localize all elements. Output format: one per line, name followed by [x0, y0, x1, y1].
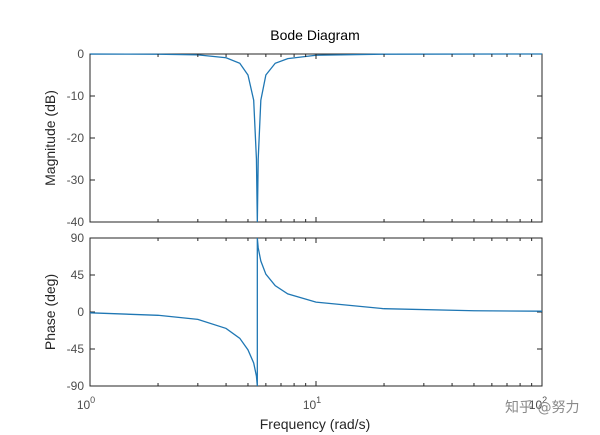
- phase-ytick-label: -90: [67, 379, 85, 393]
- phase-ylabel: Phase (deg): [42, 274, 58, 350]
- x-tick-label: 101: [303, 395, 321, 412]
- magnitude-ytick-label: -40: [67, 215, 85, 229]
- phase-ytick-label: -45: [67, 342, 85, 356]
- magnitude-ytick-label: -30: [67, 173, 85, 187]
- magnitude-ylabel: Magnitude (dB): [42, 90, 58, 186]
- x-tick-base: 10: [303, 398, 317, 412]
- watermark: 知乎 @努力: [505, 399, 579, 416]
- magnitude-ytick-label: 0: [77, 47, 84, 61]
- chart-title: Bode Diagram: [270, 27, 360, 43]
- phase-plot-frame: [89, 237, 543, 387]
- x-tick-exponent: 1: [316, 395, 321, 405]
- phase-ytick-label: 45: [71, 268, 85, 282]
- magnitude-ytick-label: -10: [67, 89, 85, 103]
- x-tick-base: 10: [529, 398, 543, 412]
- phase-ytick-label: 0: [77, 305, 84, 319]
- phase-axes: 90 45 0 -45 -90 Phase (deg): [42, 231, 543, 393]
- magnitude-series-line: [89, 53, 543, 223]
- x-tick-base: 10: [77, 398, 91, 412]
- x-tick-label: 102: [529, 395, 547, 412]
- x-tick-label: 100: [77, 395, 95, 412]
- phase-series-line: [89, 237, 543, 387]
- x-tick-exponent: 2: [542, 395, 547, 405]
- phase-ytick-label: 90: [71, 231, 85, 245]
- magnitude-axes: 0 -10 -20 -30 -40 Magnitude (dB): [42, 47, 543, 229]
- frequency-xlabel: Frequency (rad/s): [260, 416, 370, 432]
- magnitude-plot-frame: [89, 53, 543, 223]
- x-tick-exponent: 0: [90, 395, 95, 405]
- magnitude-ytick-label: -20: [67, 131, 85, 145]
